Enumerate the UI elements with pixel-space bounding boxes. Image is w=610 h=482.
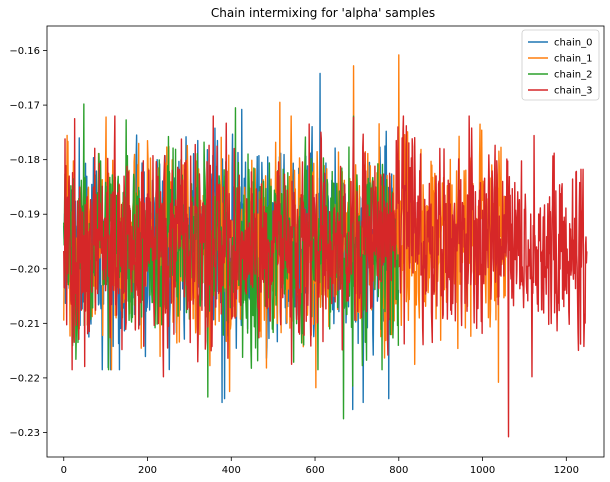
legend-label-chain_0: chain_0	[554, 38, 592, 49]
x-tick-label: 1200	[554, 465, 579, 476]
legend-label-chain_3: chain_3	[554, 86, 592, 97]
y-tick-label: −0.22	[9, 373, 40, 384]
chart-title: Chain intermixing for 'alpha' samples	[211, 6, 435, 20]
x-tick-label: 600	[305, 465, 324, 476]
y-tick-label: −0.16	[9, 46, 40, 57]
x-tick-label: 200	[138, 465, 157, 476]
y-tick-label: −0.20	[9, 264, 40, 275]
series-layer	[63, 54, 588, 438]
x-tick-label: 400	[222, 465, 241, 476]
series-line-chain_3	[63, 115, 588, 438]
legend-box	[521, 29, 600, 101]
x-axis-ticks: 0 200 400 600 800 1000 1200	[61, 457, 579, 476]
legend: chain_0 chain_1 chain_2 chain_3	[521, 29, 600, 101]
x-tick-label: 1000	[470, 465, 495, 476]
x-tick-label: 800	[389, 465, 408, 476]
y-axis-ticks: −0.23 −0.22 −0.21 −0.20 −0.19 −0.18 −0.17 −0.16	[9, 46, 47, 439]
x-tick-label: 0	[61, 465, 67, 476]
y-tick-label: −0.19	[9, 210, 40, 221]
y-tick-label: −0.18	[9, 155, 40, 166]
y-tick-label: −0.23	[9, 428, 40, 439]
y-tick-label: −0.17	[9, 101, 40, 112]
y-tick-label: −0.21	[9, 319, 40, 330]
legend-label-chain_1: chain_1	[554, 54, 592, 65]
plot-frame	[46, 25, 605, 458]
legend-label-chain_2: chain_2	[554, 70, 592, 81]
